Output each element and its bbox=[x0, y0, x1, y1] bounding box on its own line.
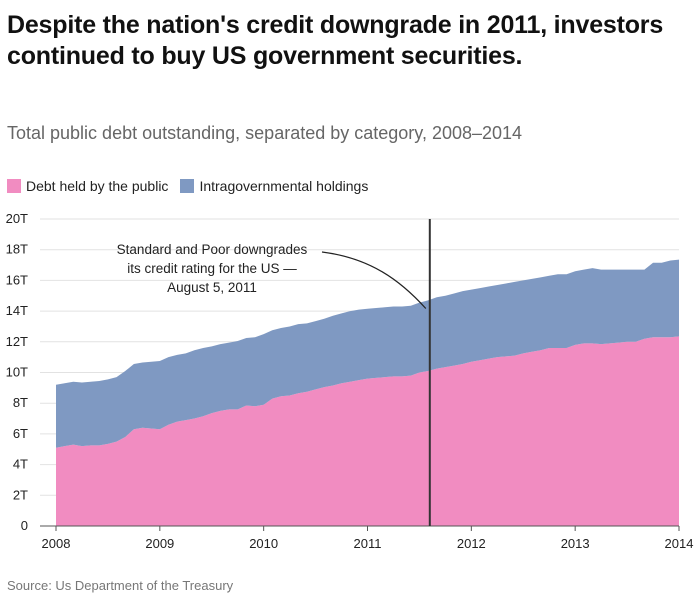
area-series-intragovernmental bbox=[56, 259, 679, 448]
y-tick-label: 16T bbox=[6, 272, 28, 287]
x-tick-label: 2012 bbox=[457, 536, 486, 551]
y-tick-label: 2T bbox=[13, 487, 28, 502]
x-tick-label: 2010 bbox=[249, 536, 278, 551]
x-tick-label: 2014 bbox=[665, 536, 694, 551]
y-tick-label: 10T bbox=[6, 365, 28, 380]
annotation-line-1: Standard and Poor downgrades bbox=[117, 242, 308, 257]
chart-subtitle: Total public debt outstanding, separated… bbox=[7, 123, 523, 143]
x-tick-label: 2013 bbox=[561, 536, 590, 551]
source-note: Source: Us Department of the Treasury bbox=[7, 578, 234, 593]
chart-title: Despite the nation's credit downgrade in… bbox=[7, 11, 664, 70]
y-tick-label: 18T bbox=[6, 242, 28, 257]
x-tick-label: 2009 bbox=[145, 536, 174, 551]
annotation-line-3: August 5, 2011 bbox=[167, 280, 257, 295]
x-tick-label: 2008 bbox=[42, 536, 71, 551]
annotation-connector bbox=[321, 251, 427, 309]
legend-label-intragovernmental: Intragovernmental holdings bbox=[199, 178, 369, 194]
y-tick-label: 20T bbox=[6, 211, 28, 226]
area-series-public-debt bbox=[56, 336, 679, 526]
legend-swatch-public bbox=[7, 179, 21, 193]
legend: Debt held by the public Intragovernmenta… bbox=[7, 178, 380, 194]
legend-item-intragovernmental: Intragovernmental holdings bbox=[180, 178, 368, 194]
axis-layer: 0 2T 4T 6T 8T 10T 12T 14T 16T 18T 20T 2008 2009 2010 2… bbox=[6, 211, 694, 551]
area-layer bbox=[56, 259, 679, 526]
y-tick-label: 4T bbox=[13, 457, 28, 472]
annotation-layer: Standard and Poor downgrades its credit r… bbox=[117, 219, 431, 526]
x-tick-label: 2011 bbox=[354, 536, 382, 551]
annotation-line-2: its credit rating for the US — bbox=[127, 261, 297, 276]
y-tick-label: 6T bbox=[13, 426, 28, 441]
y-tick-label: 0 bbox=[21, 518, 28, 533]
y-tick-label: 12T bbox=[6, 334, 28, 349]
legend-label-public: Debt held by the public bbox=[26, 178, 169, 194]
legend-swatch-intragovernmental bbox=[180, 179, 195, 193]
legend-item-public: Debt held by the public bbox=[7, 178, 168, 194]
y-tick-label: 14T bbox=[6, 303, 28, 318]
y-tick-label: 8T bbox=[13, 395, 28, 410]
